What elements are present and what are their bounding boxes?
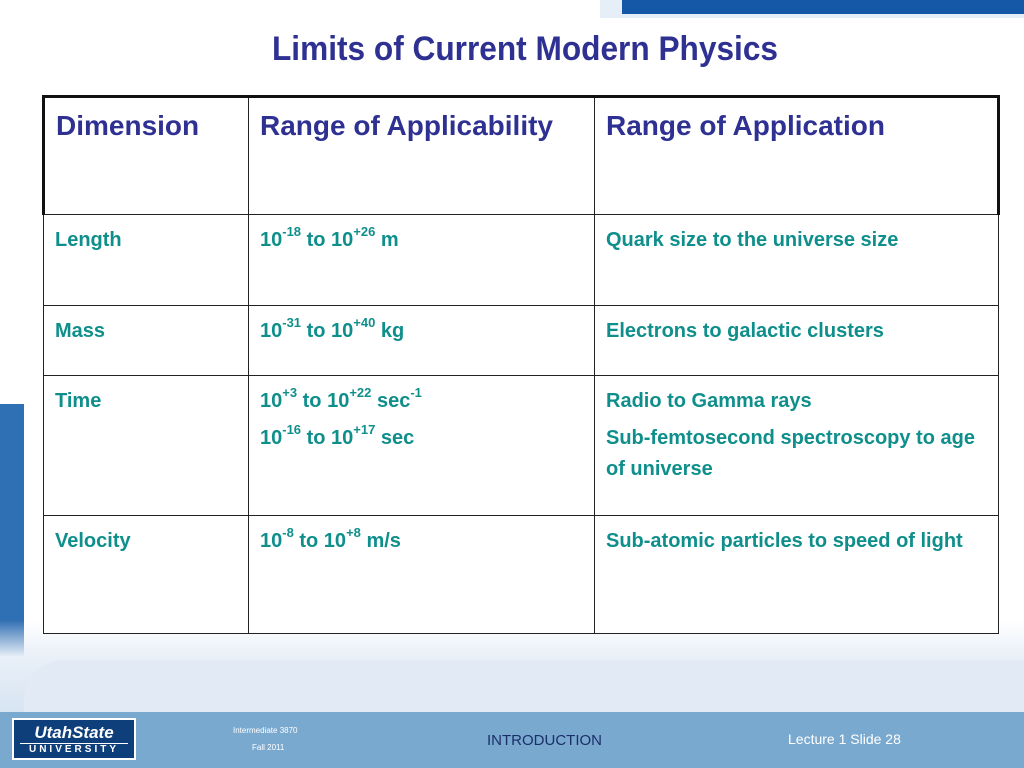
application-line: Sub-femtosecond spectroscopy to age of u… [606,427,975,480]
header-range-of-applicability: Range of Applicability [248,95,595,215]
application-line: Radio to Gamma rays [606,390,812,412]
cell-application: Electrons to galactic clusters [594,305,999,376]
cell-application: Sub-atomic particles to speed of light [594,515,999,634]
footer-course: Intermediate 3870 [233,726,298,735]
cell-range: 10+3 to 10+22 sec-1 10-16 to 10+17 sec [248,375,595,516]
cell-dimension: Velocity [43,515,249,634]
cell-range: 10-18 to 10+26 m [248,214,595,306]
physics-limits-table: Dimension Range of Applicability Range o… [42,95,1000,634]
range-line: 10+3 to 10+22 sec-1 [260,385,422,412]
range-line: 10-16 to 10+17 sec [260,422,415,449]
footer-term: Fall 2011 [252,743,285,752]
cell-dimension: Time [43,375,249,516]
footer-lecture-slide: Lecture 1 Slide 28 [788,731,901,747]
header-dimension: Dimension [42,95,249,215]
cell-dimension: Length [43,214,249,306]
cell-application: Radio to Gamma rays Sub-femtosecond spec… [594,375,999,516]
table-row: Length 10-18 to 10+26 m Quark size to th… [43,214,999,306]
top-accent-band [622,0,1024,14]
logo-subtitle: UNIVERSITY [20,743,128,756]
table-row: Velocity 10-8 to 10+8 m/s Sub-atomic par… [43,515,999,634]
table-row: Mass 10-31 to 10+40 kg Electrons to gala… [43,305,999,376]
footer-section: INTRODUCTION [487,732,602,749]
header-range-of-application: Range of Application [594,95,1000,215]
logo-wordmark: UtahState [34,723,114,742]
table-header-row: Dimension Range of Applicability Range o… [42,95,1000,215]
bottom-curve-decoration [24,660,1024,712]
cell-dimension: Mass [43,305,249,376]
cell-range: 10-31 to 10+40 kg [248,305,595,376]
cell-application: Quark size to the universe size [594,214,999,306]
table-row: Time 10+3 to 10+22 sec-1 10-16 to 10+17 … [43,375,999,516]
utah-state-logo: UtahState UNIVERSITY [12,718,136,760]
cell-range: 10-8 to 10+8 m/s [248,515,595,634]
footer-bar [0,712,1024,768]
slide-title: Limits of Current Modern Physics [271,30,779,68]
